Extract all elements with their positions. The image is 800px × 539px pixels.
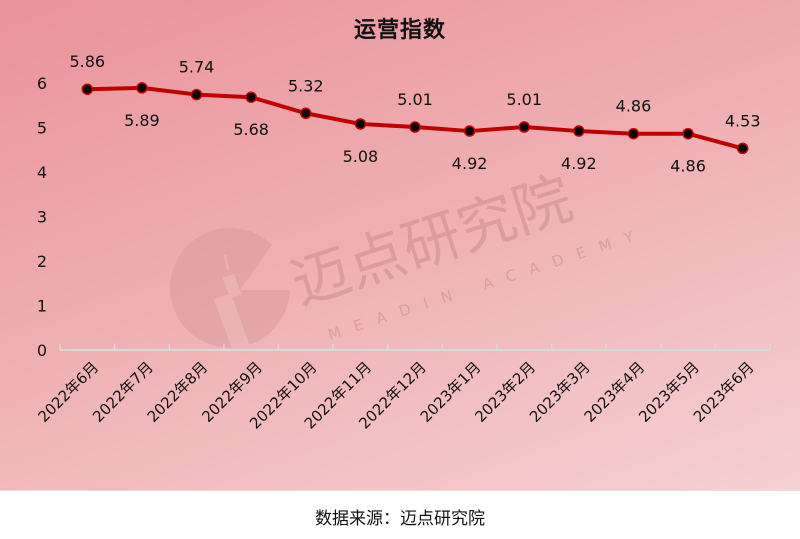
data-point-marker [190,88,203,101]
y-tick-label: 4 [37,163,47,182]
watermark-logo-icon [170,227,290,352]
y-axis: 0 1 2 3 4 5 6 [37,74,47,360]
y-tick-label: 1 [37,297,47,316]
y-tick-label: 3 [37,208,47,227]
data-point-marker [627,127,640,140]
data-label: 5.89 [124,111,160,130]
chart-area: 运营指数 迈点研究院 MEADIN ACADEMY 0 1 2 3 4 5 6 2022年6… [0,0,800,491]
data-point-marker [463,125,476,137]
data-point-marker [682,127,694,140]
data-label: 5.86 [69,52,105,71]
data-label: 4.86 [616,97,652,116]
data-point-marker [409,121,421,133]
data-label: 4.53 [725,111,761,130]
data-label: 5.01 [397,90,433,109]
y-tick-label: 6 [37,74,47,93]
data-label: 5.74 [179,58,215,77]
chart-title: 运营指数 [353,18,446,43]
data-point-marker [354,118,367,130]
data-label: 5.01 [506,90,542,109]
source-footer: 数据来源：迈点研究院 [315,509,485,529]
data-point-marker [518,121,530,133]
series-line [81,82,749,155]
data-label: 5.68 [233,120,269,139]
data-point-marker [136,82,148,94]
data-point-marker [300,107,312,120]
data-point-marker [573,125,585,137]
data-label: 4.92 [452,154,488,173]
data-point-marker [736,142,749,155]
data-point-marker [81,83,94,95]
line-chart: 迈点研究院 MEADIN ACADEMY 0 1 2 3 4 5 6 2022年6月2022… [34,52,771,433]
data-label: 4.86 [670,157,706,176]
data-point-marker [245,91,257,103]
y-tick-label: 5 [37,119,47,138]
y-tick-label: 2 [37,252,47,271]
data-labels: 5.86 5.89 5.74 5.68 5.32 5.08 5.01 4.92 5.01 4.92… [69,52,760,175]
watermark: 迈点研究院 MEADIN ACADEMY [170,164,649,352]
data-label: 4.92 [561,154,597,173]
y-tick-label: 0 [37,341,47,360]
data-label: 5.32 [288,76,324,95]
data-label: 5.08 [343,147,379,166]
x-axis: 2022年6月2022年7月2022年8月2022年9月2022年10月2022… [34,344,771,433]
